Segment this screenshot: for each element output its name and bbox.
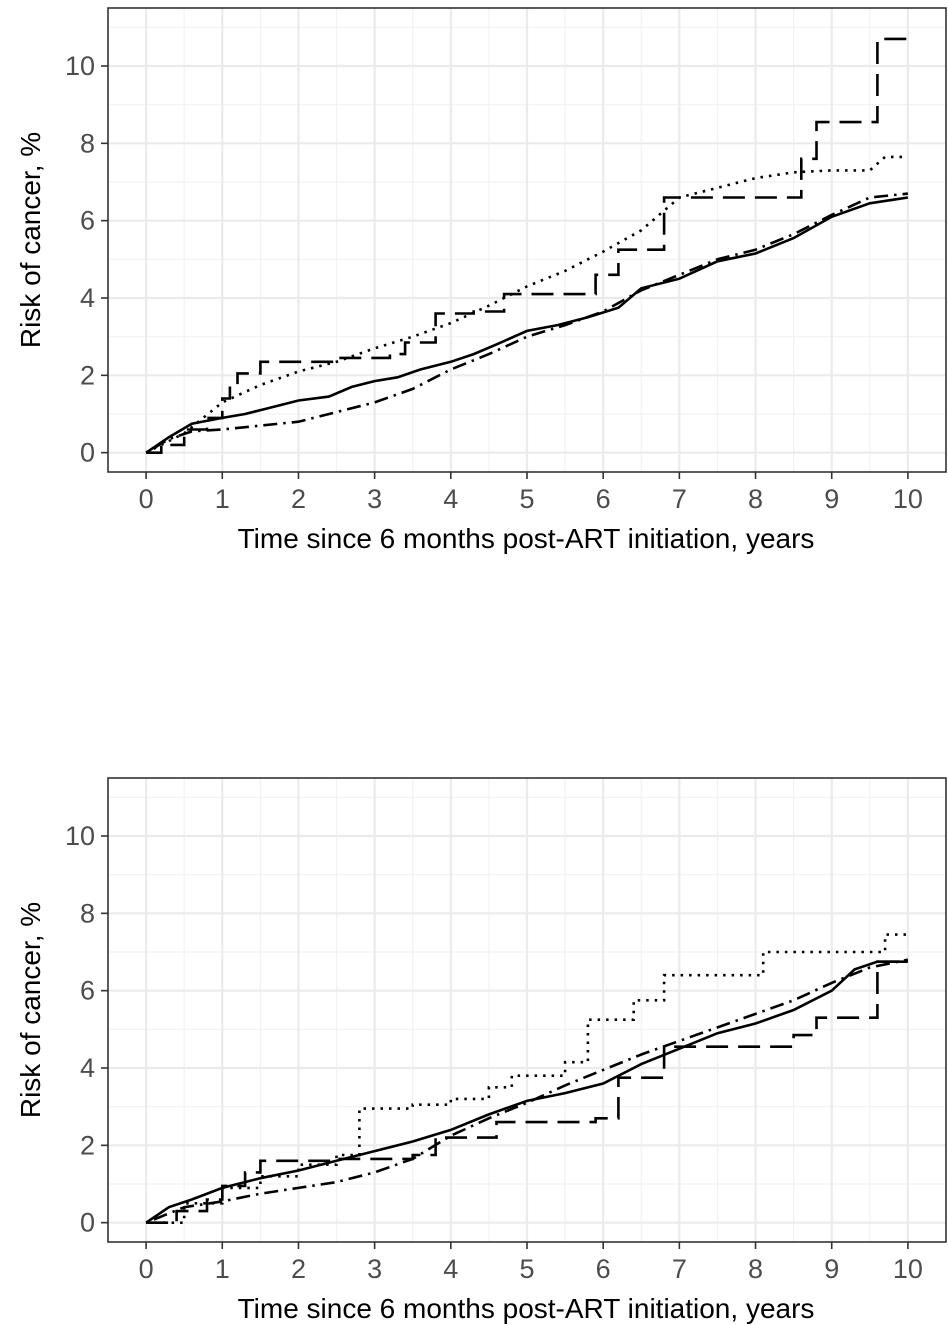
top-y-tick-label: 8 [80, 128, 95, 158]
top-x-tick-label: 5 [519, 484, 534, 514]
top-x-tick-label: 6 [596, 484, 611, 514]
top-series-solid-line [145, 196, 909, 454]
bottom-chart-svg: 0 1 2 3 4 5 6 7 8 9 10 0 2 4 6 8 10 Time since 6 months p… [15, 777, 947, 1324]
top-y-tick-label: 10 [65, 51, 95, 81]
top-x-tick-label: 1 [215, 484, 230, 514]
bottom-y-tick-label: 10 [65, 821, 95, 851]
bottom-x-tick-label: 0 [139, 1254, 154, 1284]
bottom-x-tick-label: 9 [824, 1254, 839, 1284]
top-x-tick-label: 9 [824, 484, 839, 514]
bottom-y-tick-label: 4 [80, 1053, 95, 1083]
bottom-x-tick-label: 7 [672, 1254, 687, 1284]
top-y-tick-label: 0 [80, 438, 95, 468]
top-x-tick-label: 4 [443, 484, 458, 514]
bottom-panel-border [107, 777, 947, 1243]
bottom-y-axis-title: Risk of cancer, % [15, 902, 46, 1118]
bottom-x-tick-label: 10 [893, 1254, 923, 1284]
bottom-x-tick-label: 5 [519, 1254, 534, 1284]
bottom-x-tick-label: 1 [215, 1254, 230, 1284]
bottom-x-tick-label: 8 [748, 1254, 763, 1284]
top-x-tick-label: 0 [139, 484, 154, 514]
top-panel-border [107, 7, 947, 473]
bottom-x-tick-label: 4 [443, 1254, 458, 1284]
top-x-tick-label: 7 [672, 484, 687, 514]
bottom-chart: 0 1 2 3 4 5 6 7 8 9 10 0 2 4 6 8 10 Time since 6 months p… [0, 770, 948, 1325]
top-chart: 0 1 2 3 4 5 6 7 8 9 10 0 2 4 6 8 10 Time since 6 months p… [0, 0, 948, 560]
top-x-tick-label: 10 [893, 484, 923, 514]
top-x-tick-label: 2 [291, 484, 306, 514]
bottom-series-solid-line [145, 960, 908, 1224]
top-series-dashed-line [146, 37, 908, 454]
bottom-series-dotted-line [146, 933, 908, 1224]
top-y-tick-label: 6 [80, 206, 95, 236]
bottom-x-tick-label: 6 [596, 1254, 611, 1284]
top-series-dotted-line [145, 155, 908, 454]
top-x-tick-label: 3 [367, 484, 382, 514]
bottom-y-tick-label: 0 [80, 1208, 95, 1238]
top-x-axis-title: Time since 6 months post-ART initiation,… [238, 523, 815, 554]
bottom-series-dotdash-line [145, 958, 909, 1224]
bottom-x-axis-title: Time since 6 months post-ART initiation,… [238, 1293, 815, 1324]
top-chart-svg: 0 1 2 3 4 5 6 7 8 9 10 0 2 4 6 8 10 Time since 6 months p… [15, 7, 947, 554]
bottom-y-tick-label: 2 [80, 1130, 95, 1160]
top-x-tick-label: 8 [748, 484, 763, 514]
bottom-x-tick-label: 2 [291, 1254, 306, 1284]
top-series-dotdash-line [145, 192, 909, 454]
bottom-x-tick-label: 3 [367, 1254, 382, 1284]
bottom-y-tick-label: 8 [80, 898, 95, 928]
top-y-tick-label: 2 [80, 360, 95, 390]
bottom-y-tick-label: 6 [80, 976, 95, 1006]
top-y-axis-title: Risk of cancer, % [15, 132, 46, 348]
top-y-tick-label: 4 [80, 283, 95, 313]
